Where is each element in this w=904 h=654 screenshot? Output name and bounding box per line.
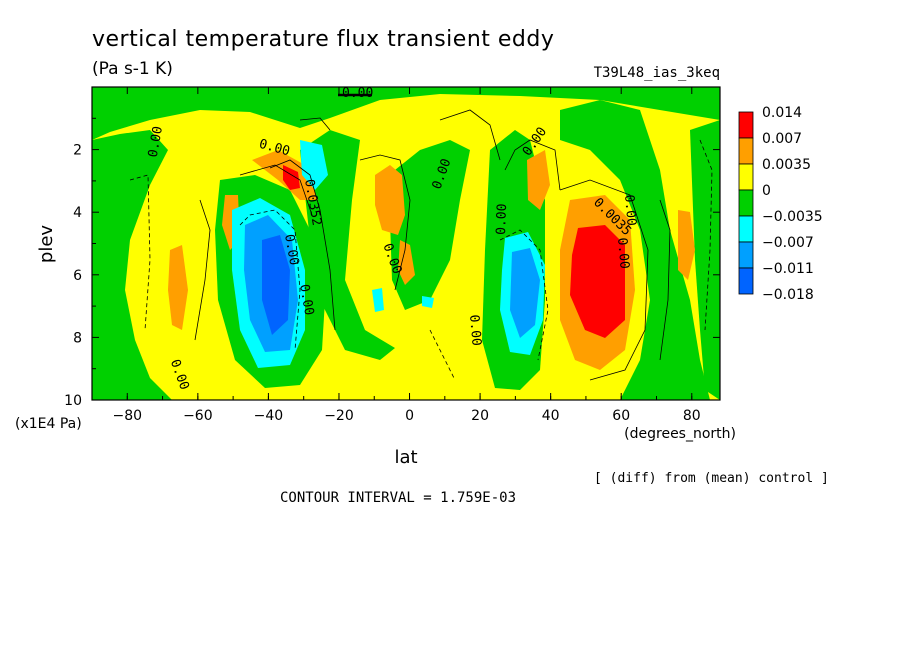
y-tick-label: 10 <box>64 393 82 409</box>
contour-label: 0.00 <box>621 194 639 227</box>
red-region-south <box>283 165 300 190</box>
contour-lines <box>129 93 713 381</box>
x-axis-units: (degrees_north) <box>624 426 736 442</box>
contour-interval-note: CONTOUR INTERVAL = 1.759E-03 <box>280 490 516 506</box>
legend-level-label: −0.007 <box>762 235 814 251</box>
chart-title: vertical temperature flux transient eddy <box>92 27 554 52</box>
contour-label: 0.00 <box>614 237 632 270</box>
green-region-northpole <box>690 120 720 400</box>
legend-level-label: 0.007 <box>762 131 802 147</box>
x-axis-label: lat <box>394 447 417 468</box>
contour-line <box>194 199 211 341</box>
legend-swatch <box>738 215 754 243</box>
y-axis: 2 4 6 8 10 <box>64 117 720 409</box>
contour-label: 0.00 <box>342 86 373 101</box>
cyan-region-south-upper <box>300 140 328 190</box>
y-axis-units: (x1E4 Pa) <box>15 416 82 432</box>
contour-label: 0.00 <box>494 203 510 235</box>
contour-line <box>359 154 411 291</box>
legend-level-label: −0.018 <box>762 287 814 303</box>
orange-region-south-polar <box>168 245 188 330</box>
contour-line <box>129 174 151 331</box>
contour-label: 0.00 <box>146 125 166 158</box>
legend-level-label: 0.0035 <box>762 157 811 173</box>
y-axis-label: plev <box>36 225 57 264</box>
contour-line <box>429 329 456 381</box>
x-tick-label: −40 <box>254 408 284 424</box>
x-tick-label: 0 <box>405 408 414 424</box>
green-region-top <box>92 87 720 140</box>
legend-level-label: 0 <box>762 183 771 199</box>
legend-swatch <box>738 267 754 295</box>
chart-units: (Pa s-1 K) <box>92 59 173 79</box>
x-tick-label: −80 <box>113 408 143 424</box>
contour-line <box>659 199 671 361</box>
x-tick-label: 40 <box>542 408 560 424</box>
green-region-north-high <box>560 100 710 400</box>
contour-line <box>699 139 713 331</box>
contour-label: 0.00 <box>296 283 316 316</box>
y-tick-label: 4 <box>73 205 82 221</box>
legend-swatch <box>738 163 754 191</box>
darkblue-region-south <box>262 235 290 335</box>
x-tick-label: −20 <box>324 408 354 424</box>
y-tick-label: 2 <box>73 143 82 159</box>
contour-line <box>559 179 649 381</box>
legend-level-label: 0.014 <box>762 105 802 121</box>
contour-label: 0.00 <box>466 314 484 347</box>
run-label: T39L48_ias_3keq <box>594 65 720 81</box>
legend-swatch <box>738 189 754 217</box>
x-axis: −80 −60 −40 −20 0 20 40 60 80 <box>91 87 701 424</box>
orange-region-equator <box>375 165 405 235</box>
blue-region-north <box>510 248 540 338</box>
legend-swatch <box>738 137 754 165</box>
green-region-south-mid <box>300 130 395 360</box>
contour-line <box>504 139 561 191</box>
contour-line <box>499 229 549 361</box>
contour-line <box>269 159 336 331</box>
x-tick-label: 60 <box>612 408 630 424</box>
diff-note: [ (diff) from (mean) control ] <box>594 471 829 486</box>
red-region-north <box>570 225 625 338</box>
cyan-region-equator-tiny <box>422 296 434 308</box>
orange-region-north-upper <box>527 150 550 210</box>
contour-field: 0.00 0.00 0.00 0.00 0.00 0.00 0.00 0.00 … <box>92 86 720 400</box>
contour-line <box>239 164 313 216</box>
contour-line <box>439 109 501 161</box>
cyan-region-equator-small <box>372 288 384 312</box>
legend-swatch <box>738 241 754 269</box>
orange-region-north-polar <box>678 210 695 280</box>
legend-level-label: −0.0035 <box>762 209 823 225</box>
y-tick-label: 8 <box>73 330 82 346</box>
x-tick-label: 80 <box>683 408 701 424</box>
orange-region-equator-lower <box>398 240 415 285</box>
legend-swatch <box>738 111 754 139</box>
legend-level-label: −0.011 <box>762 261 814 277</box>
x-tick-label: 20 <box>471 408 489 424</box>
contour-line <box>299 117 331 131</box>
y-tick-label: 6 <box>73 268 82 284</box>
green-region-southpole <box>92 130 172 400</box>
color-legend: 0.014 0.007 0.0035 0 −0.0035 −0.007 −0.011 −0.0… <box>738 105 823 303</box>
contour-label: 0.00 <box>281 233 301 266</box>
x-tick-label: −60 <box>183 408 213 424</box>
